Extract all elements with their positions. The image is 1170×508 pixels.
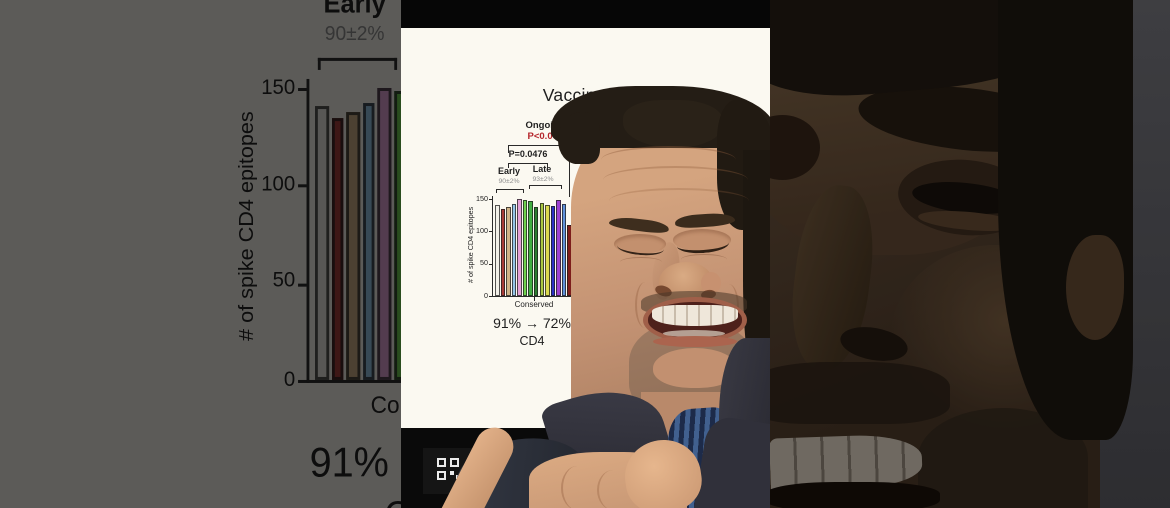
y-tick-label: 100: [476, 226, 488, 235]
eye: [681, 254, 727, 265]
bar: [522, 200, 528, 296]
x-axis: [492, 296, 574, 298]
bracket-early: [496, 188, 524, 190]
bracket-late-arm: [529, 184, 531, 189]
mouth: [653, 336, 737, 347]
y-axis: [492, 195, 494, 297]
bracket-late-arm: [561, 184, 563, 189]
dim-overlay: [770, 0, 1170, 508]
hand: [597, 470, 629, 508]
bar: [539, 203, 545, 296]
annotation-early: Early: [497, 165, 521, 176]
forehead-wrinkle: [601, 146, 736, 174]
bracket-ongoing: [508, 144, 570, 146]
y-tick-mark: [489, 198, 493, 200]
bracket-late: [529, 184, 562, 186]
smile-line: [635, 282, 655, 328]
bracket-early-arm: [496, 188, 498, 193]
hand: [561, 466, 593, 508]
annotation-p-early-late: P=0.0476: [508, 149, 548, 159]
teeth: [652, 305, 738, 326]
presenter: [401, 0, 770, 508]
presenter-hair: [623, 100, 723, 148]
forehead-wrinkle: [609, 188, 749, 214]
video-center-panel: VaccinationOngoingP<0.0001P=0.0476EarlyL…: [401, 0, 770, 508]
bar: [545, 204, 550, 296]
qr-module: [437, 471, 446, 480]
x-tick: [533, 297, 535, 301]
x-axis-label: Conserved: [514, 299, 554, 309]
nose: [701, 272, 721, 294]
bar: [495, 205, 500, 296]
forehead-wrinkle: [603, 166, 748, 194]
bg-hair: [998, 0, 1133, 440]
bracket-ongoing-arm: [508, 144, 510, 153]
bar: [533, 206, 539, 296]
presenter-hair: [558, 112, 600, 164]
y-tick-label: 0: [484, 290, 488, 300]
bar: [517, 198, 522, 296]
bar: [550, 205, 556, 296]
bg-ear: [1066, 235, 1124, 340]
eye: [673, 229, 731, 251]
bracket-p: [508, 162, 548, 164]
qr-module: [450, 471, 454, 475]
bracket-ongoing-arm: [569, 144, 571, 197]
annotation-ongoing: Ongoing: [525, 120, 565, 131]
bg-mustache: [770, 362, 950, 424]
y-tick-mark: [489, 231, 493, 233]
qr-module: [450, 458, 459, 467]
bar: [561, 203, 567, 296]
bar: [556, 200, 561, 296]
annotation-p-ongoing: P<0.0001: [527, 130, 569, 142]
letterbox-top: [401, 0, 770, 28]
bracket-p-arm: [547, 162, 549, 168]
background-chart-panel: VaccinationOngoingP<0.0001P=0.0476EarlyL…: [0, 0, 401, 508]
bar: [500, 209, 506, 296]
bg-mouth: [770, 482, 940, 508]
bracket-p-arm: [508, 162, 510, 168]
bar: [511, 203, 517, 296]
annotation-late-value: 93±2%: [532, 176, 554, 183]
y-tick-label: 50: [480, 258, 488, 268]
caption-change: 91% → 72%: [493, 315, 571, 331]
eye: [620, 257, 662, 267]
y-tick-mark: [489, 296, 493, 298]
teeth: [663, 330, 725, 337]
y-tick-mark: [489, 263, 493, 265]
eye: [614, 234, 666, 254]
bracket-early-arm: [523, 188, 525, 193]
caption-subject: CD4: [519, 334, 545, 348]
annotation-early-value: 90±2%: [498, 178, 520, 185]
qr-module: [437, 458, 446, 467]
annotation-late: Late: [532, 164, 552, 174]
background-face-panel: [770, 0, 1170, 508]
bar: [506, 207, 511, 296]
dim-overlay: [0, 0, 401, 508]
bar: [528, 200, 533, 296]
y-tick-label: 150: [476, 193, 488, 203]
